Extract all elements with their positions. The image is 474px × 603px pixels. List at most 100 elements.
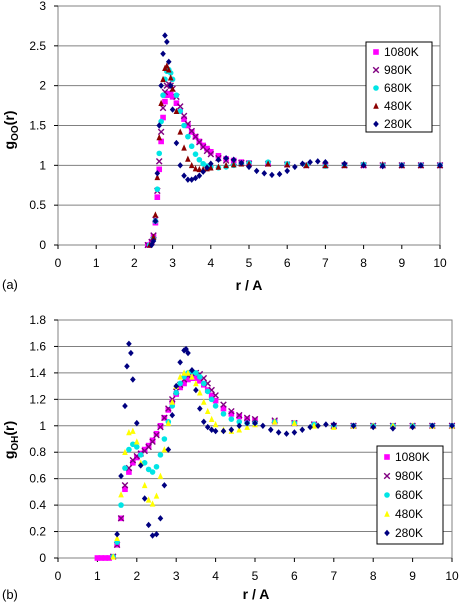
data-point	[169, 412, 176, 419]
data-point	[122, 486, 128, 493]
data-point	[185, 176, 191, 183]
data-point	[283, 430, 290, 437]
y-tick-label: 0.6	[29, 472, 46, 486]
data-point	[173, 389, 179, 396]
data-point	[130, 376, 136, 383]
data-point	[161, 436, 168, 442]
data-point	[390, 425, 396, 432]
data-point	[162, 98, 168, 105]
data-point	[134, 454, 140, 461]
data-point	[204, 423, 211, 431]
legend-marker	[372, 66, 380, 74]
data-point	[181, 122, 187, 129]
legend-label: 280K	[395, 526, 423, 540]
data-point	[173, 382, 179, 390]
data-point	[193, 386, 199, 394]
x-tick-label: 0	[55, 569, 62, 583]
x-tick-label: 6	[284, 256, 291, 270]
y-tick-label: 1.8	[29, 313, 46, 327]
data-point	[149, 500, 156, 507]
series-280K	[114, 340, 455, 539]
data-point	[188, 161, 195, 169]
data-point	[134, 444, 140, 450]
x-tick-label: 9	[398, 256, 405, 270]
data-point	[192, 151, 199, 157]
data-point	[126, 340, 132, 347]
data-point	[173, 107, 180, 114]
data-point	[449, 422, 455, 429]
data-point	[265, 160, 271, 167]
data-point	[157, 128, 165, 136]
data-point	[291, 419, 298, 426]
data-point	[370, 423, 376, 431]
data-point	[157, 423, 164, 431]
data-point	[157, 515, 164, 522]
y-axis-label-tail-b: (r)	[1, 421, 17, 436]
data-point	[185, 133, 191, 140]
data-point	[314, 158, 321, 165]
data-point	[244, 419, 250, 427]
data-point	[299, 426, 306, 433]
data-point	[181, 116, 187, 122]
data-point	[228, 416, 235, 422]
data-point	[192, 133, 199, 140]
data-point	[252, 419, 258, 427]
data-point	[126, 469, 132, 475]
data-point	[228, 426, 235, 433]
data-point	[220, 411, 227, 417]
x-tick-label: 4	[207, 256, 214, 270]
data-point	[230, 156, 237, 163]
data-point	[180, 112, 188, 120]
data-point	[156, 166, 163, 173]
data-point	[188, 176, 195, 183]
x-tick-label: 7	[330, 569, 337, 583]
data-point	[150, 233, 157, 240]
x-tick-label: 8	[370, 569, 377, 583]
data-point	[145, 496, 152, 503]
x-tick-label: 6	[291, 569, 298, 583]
data-point	[154, 194, 161, 200]
y-tick-label: 1	[39, 158, 46, 172]
panel-label-a: (a)	[2, 277, 18, 292]
data-point	[409, 423, 416, 431]
data-point	[341, 160, 348, 167]
data-point	[160, 50, 166, 57]
data-point	[177, 373, 183, 380]
data-points-b	[94, 340, 456, 561]
data-point	[208, 396, 215, 403]
data-point	[303, 161, 310, 169]
legend-marker	[373, 120, 379, 128]
data-point	[292, 163, 298, 171]
legend-label: 1080K	[384, 45, 419, 59]
data-point	[223, 161, 229, 169]
data-point	[307, 158, 313, 166]
data-point	[158, 82, 164, 89]
data-point	[110, 553, 116, 560]
data-point	[145, 466, 152, 473]
data-point	[155, 158, 163, 165]
data-point	[156, 122, 163, 129]
legend-marker	[384, 454, 390, 460]
data-point	[161, 446, 168, 453]
data-point	[158, 99, 164, 106]
legend-label: 480K	[384, 99, 412, 113]
data-point	[141, 495, 148, 502]
data-point	[223, 154, 229, 162]
data-point	[220, 405, 227, 412]
data-point	[307, 423, 313, 431]
data-point	[164, 38, 170, 46]
y-tick-label: 1.4	[29, 366, 46, 380]
legend-label: 980K	[384, 63, 412, 77]
data-point	[200, 418, 207, 426]
data-point	[236, 413, 243, 420]
y-tick-label: 0.4	[29, 498, 46, 512]
data-point	[153, 463, 160, 470]
x-tick-label: 4	[212, 569, 219, 583]
y-tick-label: 0.5	[29, 198, 46, 212]
data-point	[145, 442, 152, 449]
data-point	[134, 438, 140, 445]
data-point	[188, 143, 195, 150]
data-point	[261, 170, 268, 177]
data-point	[208, 160, 214, 167]
